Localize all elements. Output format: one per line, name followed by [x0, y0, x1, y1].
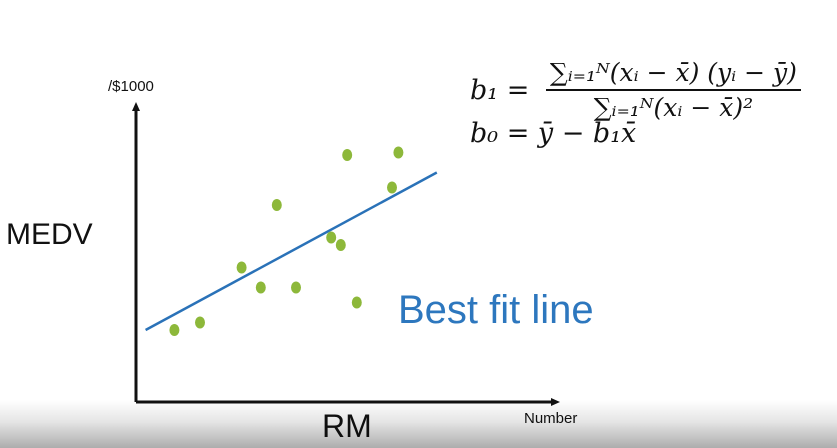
data-point: [387, 181, 397, 194]
slope-denominator: ∑ᵢ₌₁ᴺ(xᵢ − x̄)²: [593, 93, 754, 122]
data-point: [393, 146, 404, 159]
y-axis-unit: /$1000: [108, 78, 154, 95]
best-fit-annotation: Best fit line: [398, 288, 594, 332]
x-axis-label: RM: [322, 408, 372, 444]
data-point: [169, 324, 180, 336]
data-point: [291, 281, 301, 294]
intercept-formula: b₀ = ȳ − b₁x̄: [470, 118, 637, 149]
data-point: [326, 231, 337, 244]
data-point: [236, 261, 247, 274]
data-point: [271, 199, 282, 211]
slope-fraction: ∑ᵢ₌₁ᴺ(xᵢ − x̄) (yᵢ − ȳ) ∑ᵢ₌₁ᴺ(xᵢ − x̄)²: [545, 58, 801, 122]
data-point: [195, 316, 205, 329]
data-point: [255, 281, 266, 294]
slope-lhs: b₁ =: [470, 74, 530, 106]
data-point: [342, 149, 353, 161]
y-axis-label: MEDV: [6, 218, 93, 251]
best-fit-line: [145, 171, 438, 332]
x-axis-unit: Number: [524, 410, 578, 427]
data-point: [351, 296, 362, 309]
slope-numerator: ∑ᵢ₌₁ᴺ(xᵢ − x̄) (yᵢ − ȳ): [545, 58, 801, 91]
slope-formula: b₁ = ∑ᵢ₌₁ᴺ(xᵢ − x̄) (yᵢ − ȳ) ∑ᵢ₌₁ᴺ(xᵢ − …: [470, 58, 801, 122]
data-point: [335, 239, 346, 251]
